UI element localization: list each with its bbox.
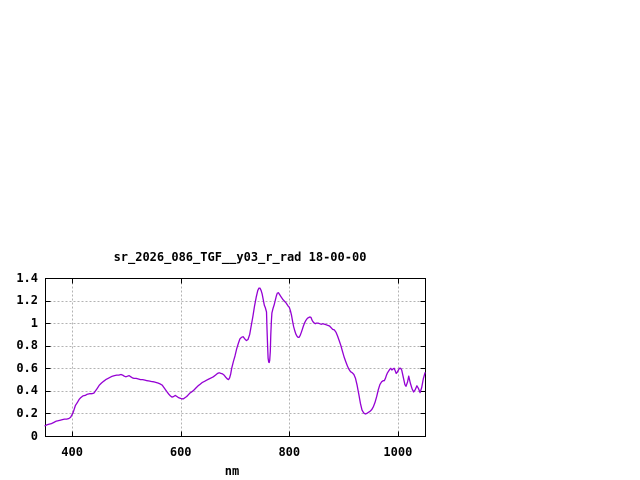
y-tick-label: 0.6	[16, 360, 38, 375]
x-axis-label: nm	[224, 464, 240, 478]
y-tick-label: 0.4	[16, 383, 38, 398]
y-tick-label: 1.2	[16, 293, 38, 308]
y-tick-label: 1	[30, 315, 38, 330]
plot-border	[45, 278, 426, 437]
spectrum-line	[44, 287, 426, 427]
x-tick-label: 1000	[383, 445, 413, 459]
chart-title: sr_2026_086_TGF__y03_r_rad 18-00-00	[113, 250, 367, 264]
y-tick-label: 0.8	[16, 338, 38, 353]
x-tick-label: 800	[278, 445, 301, 459]
y-tick-label: 0.2	[16, 405, 38, 420]
x-tick-label: 400	[61, 445, 83, 459]
x-tick-label: 600	[169, 445, 192, 459]
y-tick-label: 1.4	[16, 270, 38, 285]
y-tick-label: 0	[30, 428, 38, 443]
